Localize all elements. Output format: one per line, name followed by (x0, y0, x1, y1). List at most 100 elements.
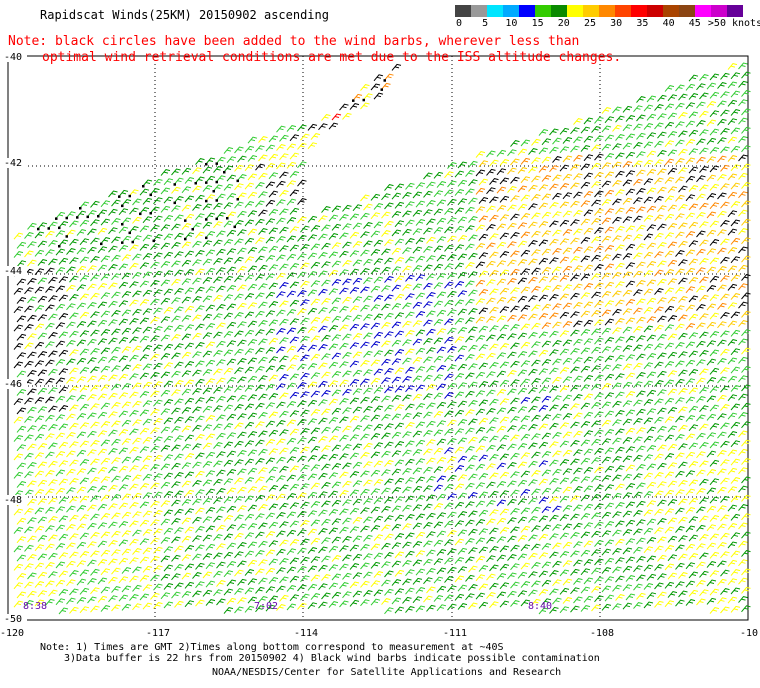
wind-barb (328, 361, 339, 369)
wind-barb (321, 500, 331, 508)
wind-barb (373, 92, 384, 100)
wind-barb (195, 231, 205, 239)
wind-barb (727, 63, 738, 70)
wind-barb (234, 330, 244, 338)
wind-barb (636, 169, 646, 177)
wind-barb (121, 530, 132, 538)
wind-barb (352, 406, 363, 414)
wind-barb (426, 420, 436, 428)
wind-barb (538, 221, 549, 228)
wind-barb (583, 135, 594, 143)
wind-barb (633, 583, 643, 591)
wind-barb (570, 164, 580, 171)
wind-barb (360, 415, 370, 423)
wind-barb (633, 197, 643, 205)
wind-barb (331, 518, 342, 526)
wind-barb (520, 415, 531, 423)
wind-barb (37, 571, 48, 579)
wind-barb (678, 424, 688, 432)
wind-barb (706, 174, 717, 182)
wind-barb (279, 466, 289, 473)
wind-barb (381, 414, 391, 421)
wind-barb (384, 220, 394, 228)
wind-barb (27, 443, 37, 451)
wind-barb (583, 485, 594, 493)
wind-barb (226, 266, 237, 274)
wind-barb (55, 303, 66, 311)
wind-barb (108, 227, 118, 235)
wind-barb (268, 319, 279, 327)
wind-barb (213, 294, 223, 302)
wind-barb (510, 195, 520, 203)
wind-barb (318, 325, 328, 333)
wind-barb (307, 363, 318, 370)
wind-barb (384, 312, 394, 320)
wind-barb (184, 508, 195, 516)
wind-barb (318, 546, 328, 554)
wind-barb (213, 405, 223, 413)
wind-barb (730, 605, 741, 613)
wind-barb (478, 344, 489, 352)
wind-barb (331, 536, 342, 544)
wind-barb (570, 605, 580, 613)
wind-barb (402, 339, 412, 347)
wind-barb (447, 530, 457, 537)
wind-barb (580, 439, 591, 447)
wind-barb (541, 414, 552, 422)
wind-barb (370, 580, 381, 588)
wind-barb (720, 128, 730, 135)
wind-barb (528, 276, 538, 284)
wind-barb (55, 579, 66, 587)
wind-barb (706, 340, 717, 348)
wind-barb (150, 298, 160, 306)
wind-barb (289, 465, 300, 473)
wind-barb (276, 236, 286, 243)
wind-barb (352, 204, 363, 212)
wind-barb (646, 573, 657, 581)
wind-barb (499, 398, 510, 406)
wind-barb (478, 270, 489, 278)
wind-barb (688, 258, 699, 266)
wind-barb (297, 584, 307, 592)
wind-barb (153, 178, 163, 186)
wind-barb (213, 239, 223, 247)
wind-barb (415, 439, 426, 447)
wind-barb (667, 443, 678, 451)
wind-barb (727, 578, 738, 586)
wind-barb (594, 300, 604, 308)
wind-barb (276, 438, 286, 446)
wind-barb (192, 332, 202, 340)
wind-barb (349, 323, 360, 331)
wind-barb (454, 207, 465, 215)
wind-barb (612, 492, 622, 500)
wind-barb (601, 162, 612, 170)
wind-barb (27, 480, 37, 488)
legend-swatch (487, 5, 503, 17)
wind-barb (331, 444, 342, 452)
wind-barb (318, 233, 328, 241)
wind-barb (454, 593, 465, 601)
wind-barb (289, 263, 300, 270)
wind-barb (76, 376, 87, 384)
wind-barb (279, 355, 289, 363)
wind-barb (541, 340, 552, 348)
wind-barb (412, 504, 423, 512)
wind-barb (405, 274, 415, 282)
wind-barb (318, 215, 328, 223)
wind-barb (289, 557, 300, 565)
wind-barb (318, 583, 328, 591)
wind-barb (258, 430, 268, 438)
wind-barb (205, 470, 216, 478)
wind-barb (163, 454, 174, 462)
wind-barb (549, 128, 559, 136)
wind-barb (720, 312, 730, 319)
wind-barb (730, 90, 741, 98)
wind-barb (307, 436, 318, 444)
wind-barb (360, 360, 370, 367)
wind-barb (415, 605, 426, 613)
wind-barb (657, 518, 667, 525)
wind-barb (570, 329, 580, 337)
wind-barb (279, 190, 289, 197)
wind-barb (171, 278, 181, 286)
wind-barb (100, 200, 111, 208)
